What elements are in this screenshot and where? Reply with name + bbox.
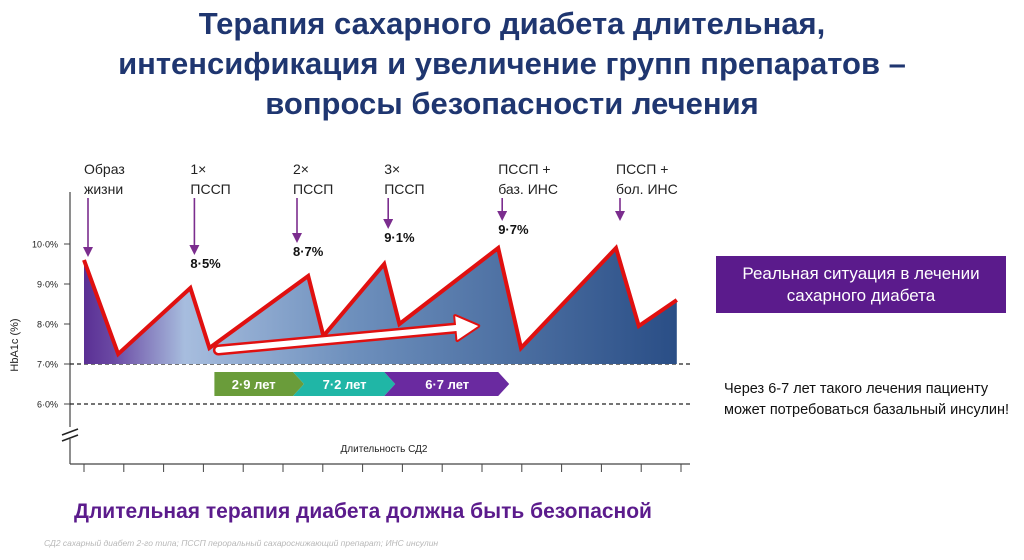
step-label: 2×	[293, 161, 309, 177]
note: Через 6-7 лет такого лечения пациенту мо…	[724, 379, 1024, 421]
step-hba1c-value: 8·5%	[190, 256, 221, 271]
note-line-1: Через 6-7 лет такого лечения пациенту	[724, 381, 989, 397]
treatment-steps: Образ жизни 1× ПССП 8·5% 2× ПССП 8·7% 3× ПССП 9·1%…	[83, 161, 678, 271]
y-tick-label: 8·0%	[37, 320, 58, 330]
duration-label: 7·2 лет	[323, 377, 367, 392]
info-box: Реальная ситуация в лечении сахарного ди…	[716, 256, 1006, 313]
duration-segment	[384, 372, 510, 396]
y-tick-label: 7·0%	[37, 360, 58, 370]
hba1c-line	[82, 244, 678, 358]
duration-segment	[293, 372, 396, 396]
footnote: СД2 сахарный диабет 2-го типа; ПССП перо…	[44, 538, 439, 548]
step-label: 3×	[384, 161, 400, 177]
trend-arrow-shaft	[215, 325, 460, 353]
y-tick-label: 9·0%	[37, 280, 58, 290]
page-title: Терапия сахарного диабета длительная, ин…	[0, 4, 1024, 124]
title-line-1: Терапия сахарного диабета длительная,	[198, 6, 826, 41]
y-tick-label: 6·0%	[37, 400, 58, 410]
step-label: баз. ИНС	[498, 181, 558, 197]
note-line-2: может потребоваться базальный инсулин!	[724, 402, 1010, 418]
step-label: ПССП +	[616, 161, 668, 177]
y-tick-label: 10·0%	[32, 240, 58, 250]
title-line-3: вопросы безопасности лечения	[265, 86, 759, 121]
x-axis-label: Длительность СД2	[341, 444, 428, 455]
step-label: жизни	[84, 181, 123, 197]
step-hba1c-value: 9·1%	[384, 230, 415, 245]
duration-label: 2·9 лет	[232, 377, 276, 392]
duration-label: 6·7 лет	[425, 377, 469, 392]
duration-segment	[214, 372, 304, 396]
hba1c-area	[84, 248, 677, 364]
step-hba1c-value: 8·7%	[293, 244, 324, 259]
step-hba1c-value: 9·7%	[498, 222, 529, 237]
step-label: бол. ИНС	[616, 181, 678, 197]
y-axis-label: HbA1c (%)	[9, 318, 21, 371]
hba1c-chart: HbA1c (%) Длительность СД2 6·0% 7·0% 8·0% 9…	[9, 161, 690, 472]
step-label: Образ	[84, 161, 125, 177]
conclusion: Длительная терапия диабета должна быть б…	[74, 500, 652, 523]
title-line-2: интенсификация и увеличение групп препар…	[118, 46, 906, 81]
trend-arrow-head	[455, 316, 479, 340]
step-label: 1×	[190, 161, 206, 177]
step-label: ПССП	[384, 181, 424, 197]
step-label: ПССП	[190, 181, 230, 197]
axis-break	[61, 428, 79, 442]
step-label: ПССП	[293, 181, 333, 197]
step-label: ПССП +	[498, 161, 550, 177]
